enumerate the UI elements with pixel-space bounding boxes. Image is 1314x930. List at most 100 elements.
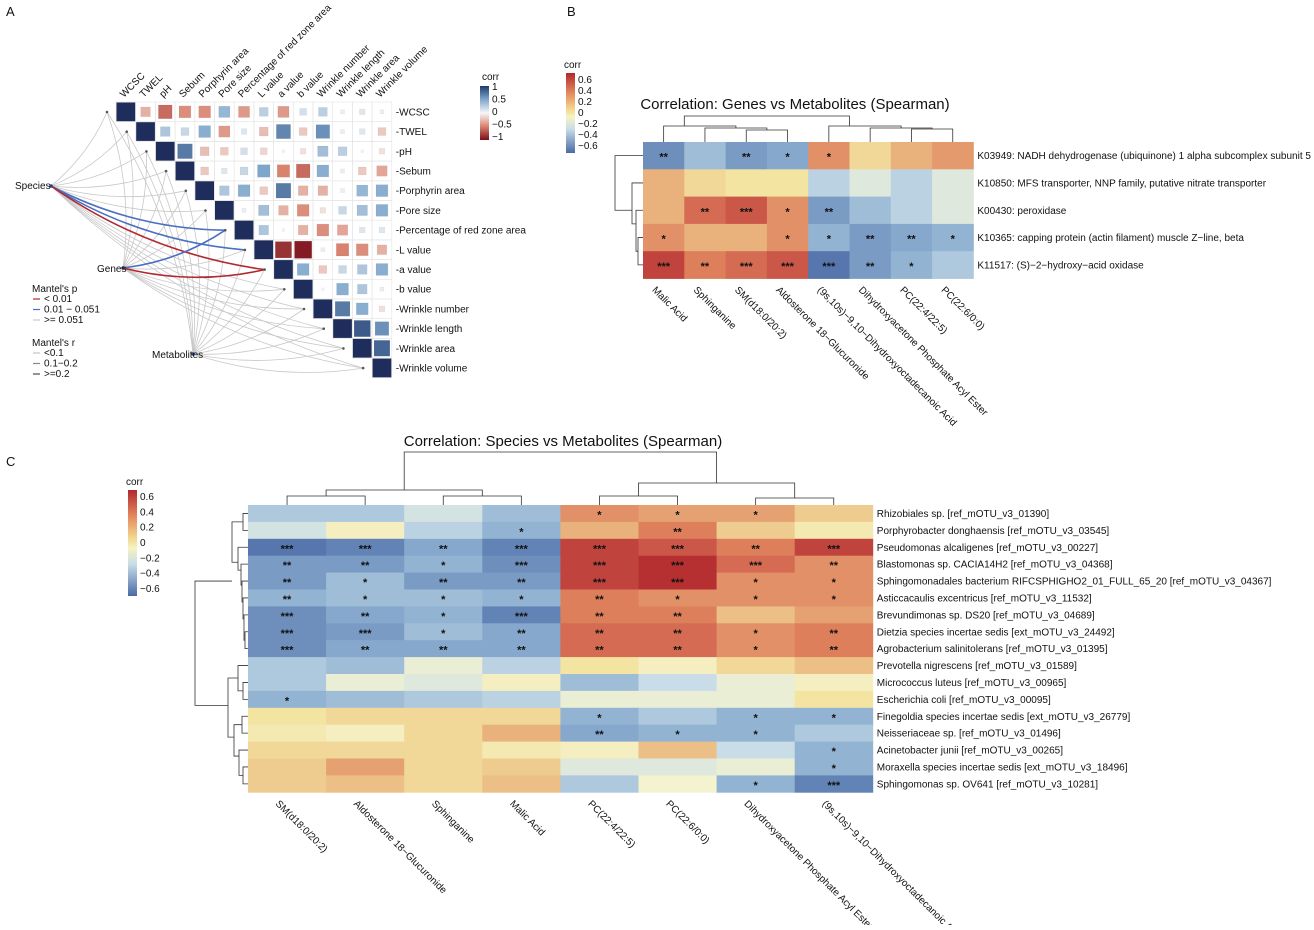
diagonal-square — [234, 220, 254, 240]
significance-stars: * — [597, 509, 602, 521]
heatmap-cell — [326, 707, 405, 726]
mantel-link — [106, 111, 127, 269]
legend-tick: 0.4 — [140, 507, 154, 518]
dendrogram-branch — [244, 631, 248, 650]
significance-stars: ** — [439, 543, 448, 555]
heatmap-cell — [716, 657, 796, 675]
heatmap-cell — [482, 572, 561, 590]
corr-square — [377, 127, 387, 136]
corr-square — [178, 105, 192, 119]
corr-square — [221, 167, 228, 174]
corr-square — [359, 108, 366, 115]
dendrogram-branch — [243, 614, 248, 641]
corr-square — [220, 147, 229, 156]
corr-square — [257, 164, 271, 178]
corr-square — [275, 241, 292, 259]
corr-square — [316, 223, 330, 237]
corr-square — [180, 127, 190, 136]
mantel-link — [50, 185, 206, 212]
heatmap-cell — [482, 724, 561, 742]
significance-stars: *** — [281, 645, 295, 657]
row-label: -TWEL — [396, 127, 428, 138]
significance-stars: * — [363, 577, 368, 589]
significance-stars: * — [519, 526, 524, 538]
heatmap-cell — [482, 538, 561, 557]
corr-square — [296, 163, 311, 179]
heatmap-cell — [766, 142, 809, 170]
significance-stars: *** — [515, 543, 529, 555]
legend-tick: 0.2 — [140, 523, 154, 534]
heatmap-cell — [248, 640, 327, 658]
dendrogram-branch — [683, 115, 850, 126]
corr-square — [360, 149, 364, 153]
heatmap-cell — [482, 690, 561, 709]
significance-stars: * — [832, 746, 837, 758]
corr-square — [336, 243, 350, 257]
heatmap-cell — [766, 169, 809, 197]
column-label: pH — [158, 83, 175, 100]
legend-tick: 1 — [492, 82, 498, 93]
corr-square — [276, 164, 290, 178]
corr-square — [337, 146, 348, 156]
corr-square — [296, 263, 310, 276]
dendrogram-branch — [241, 715, 248, 734]
dendrogram-branch — [599, 495, 678, 505]
dendrogram-branch — [233, 724, 242, 757]
heatmap-cell — [684, 169, 726, 197]
heatmap-cell — [560, 690, 639, 709]
heatmap-cell — [849, 251, 892, 279]
heatmap-cell — [248, 741, 327, 759]
corr-square — [239, 166, 249, 176]
mantel-link — [50, 185, 265, 271]
heatmap-cell — [716, 538, 796, 557]
corr-square — [298, 224, 309, 236]
diagonal-square — [273, 259, 294, 280]
corr-square — [237, 184, 251, 197]
significance-stars: ** — [673, 526, 682, 538]
heatmap-cell — [932, 223, 974, 252]
corr-square — [338, 206, 347, 215]
heatmap-cell — [404, 555, 483, 573]
legend-tick: −0.6 — [140, 584, 160, 595]
heatmap-cell — [482, 640, 561, 658]
dendrogram-branch — [242, 766, 248, 785]
heatmap-cell — [716, 707, 796, 726]
heatmap-cell — [482, 521, 561, 540]
mantel-node — [49, 184, 53, 188]
row-label: -a value — [396, 265, 432, 276]
heatmap-cell — [684, 196, 726, 225]
row-label: Pseudomonas alcaligenes [ref_mOTU_v3_002… — [877, 543, 1098, 554]
corr-square — [357, 264, 368, 275]
heatmap-cell — [725, 196, 768, 225]
significance-stars: ** — [517, 645, 526, 657]
row-label: -Pore size — [396, 206, 441, 217]
row-label: K10365: capping protein (actin filament)… — [977, 233, 1244, 244]
corr-square — [337, 224, 349, 236]
dendrogram-branch — [828, 125, 902, 142]
corr-square — [238, 106, 250, 118]
mantel-link — [122, 267, 324, 330]
mantel-endpoint — [283, 288, 286, 291]
mantel-link — [146, 151, 194, 355]
mantel-endpoint — [243, 248, 247, 252]
corr-square — [338, 265, 347, 274]
significance-stars: * — [662, 234, 667, 246]
significance-stars: ** — [439, 645, 448, 657]
heatmap-cell — [932, 142, 974, 170]
significance-stars: ** — [829, 560, 838, 572]
significance-stars: * — [827, 152, 832, 164]
heatmap-cell — [248, 707, 327, 726]
row-label: K11517: (S)−2−hydroxy−acid oxidase — [977, 260, 1144, 271]
significance-stars: * — [441, 628, 446, 640]
mantel-link — [50, 131, 128, 187]
heatmap-cell — [482, 589, 561, 607]
legend-title: corr — [564, 60, 582, 71]
mantel-link — [122, 131, 134, 269]
significance-stars: ** — [283, 560, 292, 572]
row-label: Sphingomonadales bacterium RIFCSPHIGHO2_… — [877, 577, 1272, 588]
diagonal-square — [254, 240, 274, 260]
heatmap-cell — [482, 623, 561, 641]
significance-stars: * — [441, 611, 446, 623]
corr-square — [318, 265, 328, 274]
mantel-endpoint — [184, 189, 188, 193]
